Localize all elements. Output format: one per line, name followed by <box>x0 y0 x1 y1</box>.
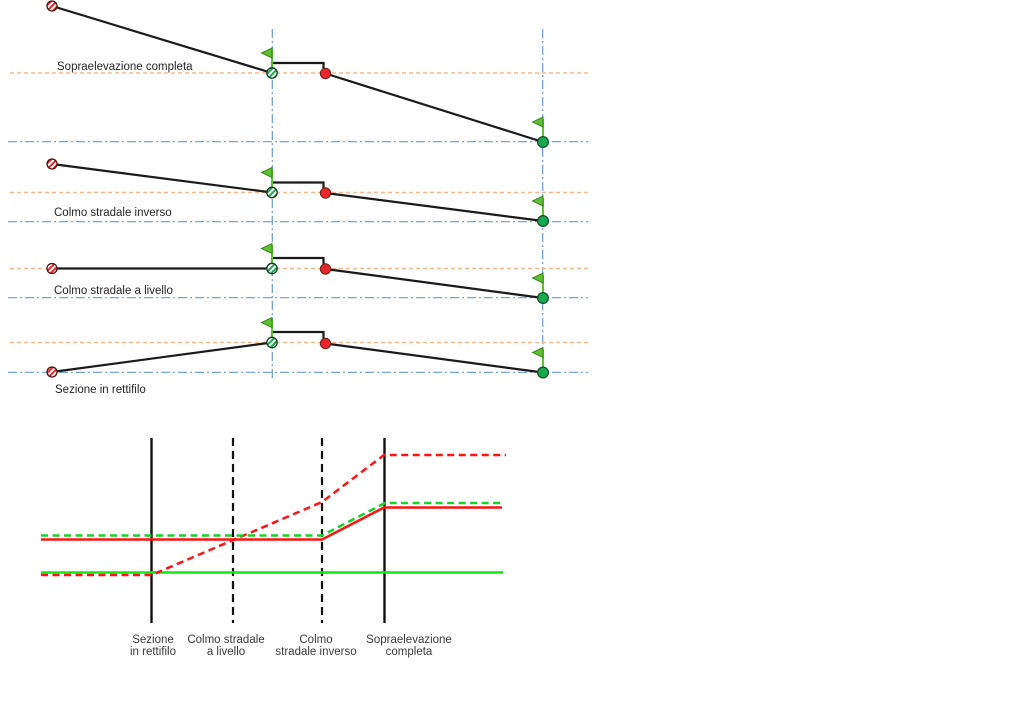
crown-marker-green-hatched <box>266 336 278 349</box>
carriageway-left-edge-line <box>50 341 274 374</box>
cross-section-sopraelevazione-completa <box>8 0 588 149</box>
carriageway-right-edge-line <box>324 72 545 144</box>
crown-marker-green-hatched <box>266 67 278 79</box>
edge-flag-icon <box>531 116 544 128</box>
station-label-sezione-line1: Sezione <box>132 634 174 646</box>
edge-flag-icon <box>531 272 544 284</box>
chart-station-labels: Sezione in rettifilo Colmo stradale a li… <box>130 634 452 658</box>
crown-flag-icon <box>260 242 273 255</box>
edge-marker-green <box>536 292 549 305</box>
crown-marker-green-hatched <box>266 262 278 275</box>
section-label-colmo-stradale-inverso: Colmo stradale inverso <box>54 207 172 219</box>
crown-flag-icon <box>260 47 273 59</box>
station-label-colmo-inverso-line1: Colmo <box>299 634 332 646</box>
carriageway-right-edge-line <box>324 267 545 300</box>
crown-step-line <box>270 330 325 345</box>
station-label-sopraelevazione-line1: Sopraelevazione <box>366 634 452 646</box>
section-label-sezione-in-rettifilo: Sezione in rettifilo <box>55 384 146 396</box>
edge-marker-green <box>536 215 549 228</box>
cross-section-colmo-stradale-inverso <box>8 158 588 228</box>
edge-marker-green <box>536 136 549 149</box>
edge-flag-icon <box>531 195 544 207</box>
chart-series-green-dashed <box>41 501 503 537</box>
station-label-colmo-livello-line2: a livello <box>207 646 245 658</box>
chart-series-red-dashed <box>41 453 506 577</box>
station-label-sopraelevazione-line2: completa <box>386 646 433 658</box>
crown-marker-green-hatched <box>266 186 278 199</box>
crown-marker-red <box>319 67 332 80</box>
crown-marker-red <box>319 187 332 199</box>
transition-chart-group <box>41 438 506 623</box>
outer-edge-marker-red-hatched <box>46 262 58 275</box>
crown-marker-red <box>319 337 332 350</box>
crown-step-line <box>270 61 325 75</box>
edge-flag-icon <box>531 346 544 359</box>
carriageway-right-edge-line <box>324 191 545 223</box>
crown-step-line <box>270 181 325 195</box>
outer-edge-marker-red-hatched <box>46 0 58 12</box>
carriageway-right-edge-line <box>324 342 545 374</box>
station-label-colmo-livello-line1: Colmo stradale <box>187 634 264 646</box>
edge-marker-green <box>536 366 549 379</box>
chart-series-red-solid <box>41 506 502 541</box>
section-label-colmo-stradale-a-livello: Colmo stradale a livello <box>54 285 173 297</box>
section-label-sopraelevazione-completa: Sopraelevazione completa <box>57 61 193 73</box>
outer-edge-marker-red-hatched <box>46 366 58 378</box>
station-label-colmo-inverso-line2: stradale inverso <box>275 646 356 658</box>
crown-flag-icon <box>260 166 273 179</box>
outer-edge-marker-red-hatched <box>46 158 58 170</box>
crown-marker-red <box>319 263 332 275</box>
crown-flag-icon <box>260 316 273 329</box>
carriageway-left-edge-line <box>50 162 274 194</box>
cross-section-labels: Sopraelevazione completa Colmo stradale … <box>54 61 193 396</box>
carriageway-left-edge-line <box>50 4 274 75</box>
cross-section-sezione-in-rettifilo <box>8 316 588 379</box>
station-label-sezione-line2: in rettifilo <box>130 646 176 658</box>
cross-section-colmo-stradale-a-livello <box>8 242 588 305</box>
crown-step-line <box>270 256 325 271</box>
cross-sections-group <box>8 0 588 379</box>
